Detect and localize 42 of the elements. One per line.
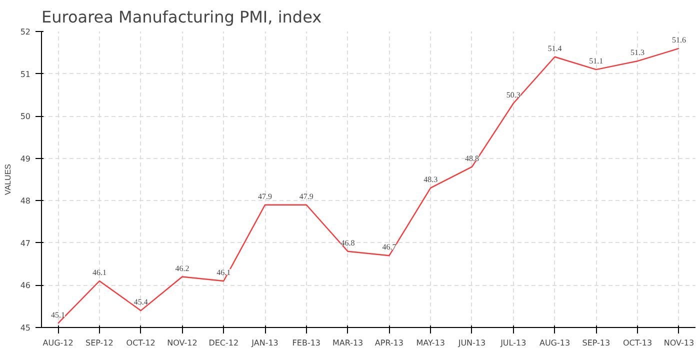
y-tick-label: 47 (20, 238, 31, 248)
y-tick-label: 49 (20, 154, 31, 164)
data-label: 46.1 (216, 268, 231, 277)
x-tick-label: MAR-13 (332, 338, 364, 348)
x-tick-label: AUG-12 (42, 338, 74, 348)
x-tick-label: AUG-13 (539, 338, 570, 348)
chart-title: Euroarea Manufacturing PMI, index (42, 8, 322, 26)
x-tick-label: SEP-13 (582, 338, 610, 348)
y-tick-label: 48 (20, 196, 31, 206)
data-label: 46.8 (340, 238, 355, 248)
y-tick-label: 52 (20, 28, 31, 36)
data-label: 46.2 (175, 264, 190, 273)
y-tick-label: 50 (20, 112, 31, 122)
x-tick-label: OCT-12 (126, 338, 156, 348)
data-label: 46.1 (92, 268, 106, 277)
x-tick-label: APR-13 (374, 338, 404, 348)
data-label: 50.3 (506, 90, 520, 100)
data-label: 48.3 (424, 174, 438, 184)
data-label: 45.1 (51, 310, 66, 320)
x-tick-label: NOV-13 (664, 338, 694, 348)
y-axis-title: VALUES (3, 164, 12, 195)
data-label: 51.6 (672, 35, 686, 44)
x-tick-label: DEC-12 (208, 338, 239, 348)
y-tick-label: 51 (20, 70, 31, 79)
y-tick-label: 46 (20, 281, 31, 290)
data-label: 45.4 (134, 298, 148, 307)
data-label: 46.7 (382, 242, 396, 252)
x-tick-label: SEP-12 (86, 338, 114, 348)
data-label: 51.4 (548, 44, 562, 53)
x-tick-label: FEB-13 (292, 338, 321, 348)
x-tick-label: JUN-13 (457, 338, 486, 348)
x-tick-label: JAN-13 (250, 338, 278, 348)
y-tick-label: 45 (20, 324, 31, 332)
data-label: 47.9 (299, 192, 314, 201)
data-label: 47.9 (258, 192, 272, 201)
x-tick-label: JUL-13 (500, 338, 526, 348)
data-label: 48.8 (464, 154, 479, 163)
x-tick-label: OCT-13 (623, 338, 652, 348)
x-tick-label: NOV-12 (167, 338, 198, 348)
x-tick-label: MAY-13 (416, 338, 445, 348)
data-label: 51.3 (630, 48, 645, 58)
data-label: 51.1 (589, 56, 604, 66)
